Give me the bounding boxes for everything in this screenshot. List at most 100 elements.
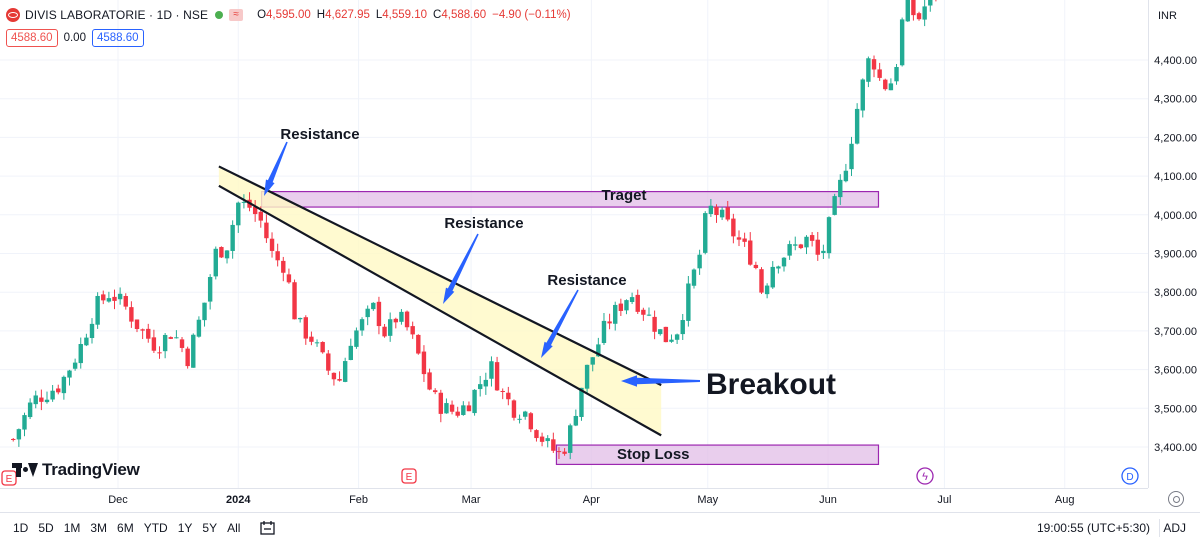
timeframe-all[interactable]: All [227,521,241,535]
candle-down[interactable] [410,326,415,335]
timeframe-1d[interactable]: 1D [13,521,29,535]
price-chart[interactable]: Traget Stop Loss Resistance Resistance Resis… [0,0,1148,488]
candle-up[interactable] [905,0,910,22]
candle-up[interactable] [770,266,775,288]
candle-down[interactable] [337,379,342,381]
timeframe-5d[interactable]: 5D [38,521,54,535]
candle-down[interactable] [151,337,157,351]
candle-up[interactable] [899,19,905,66]
candle-down[interactable] [725,207,730,220]
candle-down[interactable] [641,309,646,315]
gear-icon[interactable] [1168,491,1184,507]
candle-down[interactable] [168,337,173,339]
candle-up[interactable] [781,257,787,267]
candle-up[interactable] [680,320,685,335]
candle-down[interactable] [748,240,753,265]
candle-down[interactable] [146,328,151,339]
candle-up[interactable] [821,250,826,254]
candle-up[interactable] [387,319,393,336]
candle-up[interactable] [843,170,849,182]
candle-down[interactable] [320,341,325,353]
candle-up[interactable] [787,244,792,256]
candle-up[interactable] [866,58,871,82]
candle-up[interactable] [371,302,376,310]
candle-up[interactable] [860,79,865,111]
candle-down[interactable] [562,451,567,454]
candle-up[interactable] [84,337,89,346]
candle-up[interactable] [354,330,359,347]
candle-down[interactable] [123,296,128,307]
candle-down[interactable] [916,13,922,20]
candle-up[interactable] [477,384,483,390]
stop-loss-zone[interactable] [555,444,880,466]
candle-up[interactable] [50,390,55,400]
candle-up[interactable] [573,415,579,426]
sell-price-button[interactable]: 4588.60 [6,29,58,47]
split-event-icon[interactable] [916,467,934,485]
candle-up[interactable] [489,361,494,379]
candle-down[interactable] [112,296,117,301]
candle-up[interactable] [523,411,528,417]
candle-up[interactable] [838,179,843,198]
candle-down[interactable] [264,222,269,239]
candle-down[interactable] [500,390,505,392]
candle-up[interactable] [33,395,38,405]
candle-down[interactable] [759,269,764,293]
candle-down[interactable] [556,451,562,453]
candle-down[interactable] [432,390,438,393]
candle-up[interactable] [27,402,33,418]
timeframe-1m[interactable]: 1M [63,521,81,535]
candle-down[interactable] [877,69,882,78]
candle-down[interactable] [883,79,888,90]
timeframe-ytd[interactable]: YTD [143,521,168,535]
candle-up[interactable] [646,314,652,316]
candle-up[interactable] [348,345,353,360]
target-zone[interactable] [260,190,880,208]
candle-down[interactable] [427,372,432,390]
candle-down[interactable] [736,237,742,240]
candle-down[interactable] [809,235,815,241]
symbol-legend[interactable]: DIVIS LABORATORIE · 1D · NSE ≈ O4,595.00… [6,6,571,24]
candle-up[interactable] [629,297,635,303]
candle-down[interactable] [258,211,263,221]
buy-price-button[interactable]: 4588.60 [91,29,144,47]
candle-up[interactable] [590,357,595,365]
candle-down[interactable] [663,326,669,343]
clock-timezone[interactable]: 19:00:55 (UTC+5:30) [1036,521,1150,535]
candle-down[interactable] [39,397,44,402]
candle-down[interactable] [157,352,162,354]
earnings-icon[interactable] [401,468,417,484]
candle-up[interactable] [236,202,241,226]
candle-up[interactable] [67,370,72,378]
candle-up[interactable] [517,418,522,420]
candle-down[interactable] [404,311,410,328]
candle-up[interactable] [568,425,573,453]
candle-down[interactable] [393,318,399,323]
candle-up[interactable] [359,319,365,331]
candle-up[interactable] [342,361,348,382]
candle-up[interactable] [545,438,550,442]
candle-up[interactable] [708,205,714,215]
candle-up[interactable] [584,364,590,389]
candle-down[interactable] [286,274,292,283]
candle-up[interactable] [804,236,809,248]
candle-down[interactable] [140,329,145,331]
candle-up[interactable] [399,311,404,322]
candle-down[interactable] [742,238,747,242]
timeframe-6m[interactable]: 6M [117,521,134,535]
candle-down[interactable] [185,348,190,367]
time-axis[interactable] [0,488,1148,512]
symbol-title[interactable]: DIVIS LABORATORIE · 1D · NSE [25,8,209,22]
candle-down[interactable] [871,59,877,70]
earnings-icon[interactable] [1,470,17,486]
candle-up[interactable] [776,266,781,269]
candle-down[interactable] [275,251,280,261]
candle-up[interactable] [191,334,196,368]
candle-up[interactable] [764,285,770,295]
candle-down[interactable] [449,404,455,412]
candle-up[interactable] [832,196,837,215]
candle-up[interactable] [241,201,247,203]
candle-up[interactable] [686,283,691,321]
dividend-icon[interactable] [1121,467,1139,485]
candle-down[interactable] [219,247,224,258]
